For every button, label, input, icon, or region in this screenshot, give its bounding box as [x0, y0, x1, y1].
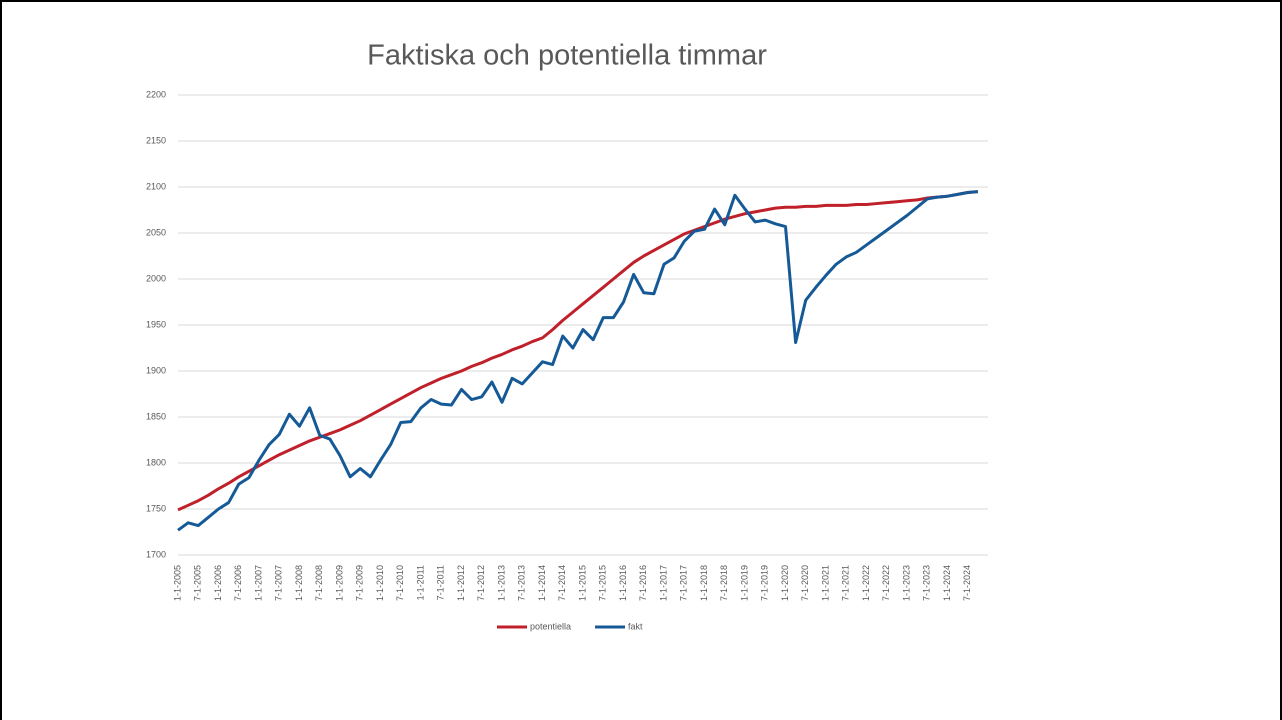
y-tick-label: 2050	[146, 227, 166, 237]
y-tick-label: 1950	[146, 319, 166, 329]
x-tick-label: 7-1-2009	[355, 565, 365, 601]
x-tick-label: 1-1-2010	[375, 565, 385, 601]
x-tick-label: 7-1-2007	[274, 565, 284, 601]
x-tick-label: 1-1-2015	[577, 565, 587, 601]
x-tick-label: 7-1-2016	[638, 565, 648, 601]
y-tick-label: 2200	[146, 89, 166, 99]
y-tick-label: 1900	[146, 365, 166, 375]
series-line	[177, 190, 979, 512]
x-tick-label: 1-1-2007	[253, 565, 263, 601]
chart-title: Faktiska och potentiella timmar	[367, 40, 767, 72]
x-tick-label: 7-1-2020	[800, 565, 810, 601]
x-tick-label: 1-1-2012	[456, 565, 466, 601]
x-tick-label: 1-1-2021	[820, 565, 830, 601]
x-tick-label: 1-1-2009	[334, 565, 344, 601]
y-tick-label: 2150	[146, 135, 166, 145]
x-tick-label: 7-1-2023	[922, 565, 932, 601]
y-tick-label: 1800	[146, 457, 166, 467]
x-tick-label: 1-1-2011	[415, 565, 425, 600]
x-tick-label: 1-1-2016	[618, 565, 628, 601]
x-tick-label: 7-1-2014	[557, 565, 567, 601]
x-tick-label: 7-1-2019	[760, 565, 770, 601]
x-tick-label: 1-1-2020	[780, 565, 790, 601]
x-tick-label: 1-1-2019	[739, 565, 749, 601]
x-tick-label: 1-1-2013	[496, 565, 506, 601]
x-tick-label: 7-1-2021	[841, 565, 851, 601]
legend-label: potentiella	[530, 621, 571, 631]
x-tick-label: 1-1-2017	[658, 565, 668, 601]
x-tick-label: 1-1-2023	[901, 565, 911, 601]
x-tick-label: 1-1-2018	[699, 565, 709, 601]
x-tick-label: 1-1-2022	[861, 565, 871, 601]
x-tick-label: 7-1-2024	[962, 565, 972, 601]
legend-label: fakt	[628, 621, 643, 631]
y-tick-label: 1700	[146, 549, 166, 559]
y-tick-label: 2100	[146, 181, 166, 191]
x-tick-label: 7-1-2011	[436, 565, 446, 600]
x-tick-label: 7-1-2008	[314, 565, 324, 601]
x-tick-label: 7-1-2017	[679, 565, 689, 601]
y-tick-label: 2000	[146, 273, 166, 283]
x-tick-label: 7-1-2015	[598, 565, 608, 601]
x-tick-label: 7-1-2022	[881, 565, 891, 601]
x-tick-label: 1-1-2005	[172, 565, 182, 601]
y-tick-label: 1750	[146, 503, 166, 513]
x-tick-label: 7-1-2006	[233, 565, 243, 601]
x-tick-label: 7-1-2018	[719, 565, 729, 601]
x-tick-label: 1-1-2006	[213, 565, 223, 601]
x-tick-label: 1-1-2008	[294, 565, 304, 601]
x-tick-label: 1-1-2024	[942, 565, 952, 601]
x-tick-label: 7-1-2012	[476, 565, 486, 601]
x-tick-label: 7-1-2010	[395, 565, 405, 601]
x-tick-label: 7-1-2013	[517, 565, 527, 601]
x-tick-label: 1-1-2014	[537, 565, 547, 601]
y-tick-label: 1850	[146, 411, 166, 421]
x-tick-label: 7-1-2005	[193, 565, 203, 601]
series-line	[177, 190, 979, 532]
